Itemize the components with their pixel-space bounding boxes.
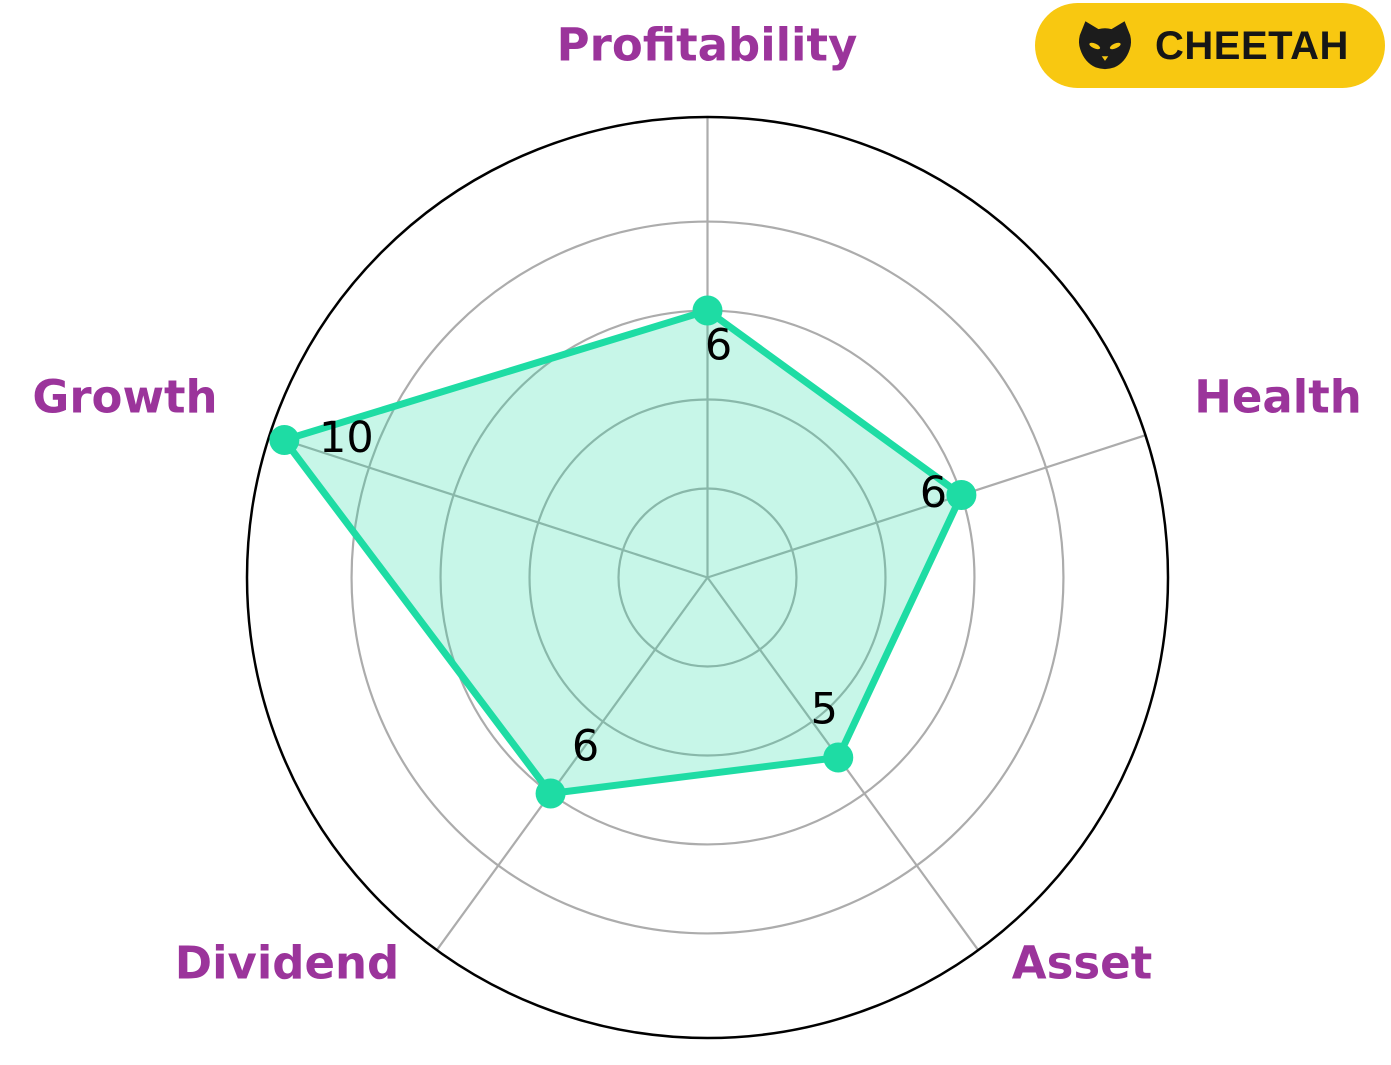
axis-label-growth: Growth [32,371,217,424]
value-label-profitability: 6 [705,321,732,371]
axis-label-dividend: Dividend [175,937,400,990]
value-label-health: 6 [920,468,947,518]
value-label-growth: 10 [319,413,374,463]
value-label-asset: 5 [811,684,838,734]
axis-spoke-growth [269,434,708,579]
data-point-dividend [535,778,566,809]
data-point-health [946,480,977,511]
data-point-asset [823,742,854,773]
axis-spoke-health [707,434,1146,579]
data-point-profitability [692,295,723,326]
value-label-dividend: 6 [572,721,599,771]
badge-label: CHEETAH [1155,23,1349,68]
cat-face-icon [1078,21,1132,70]
axis-label-health: Health [1194,371,1362,424]
outer-ring [245,115,1170,1040]
data-point-growth [269,425,300,456]
data-polygon-cheetah [280,307,965,797]
axis-label-profitability: Profitability [557,19,858,72]
axis-label-asset: Asset [1012,937,1152,990]
axis-spoke-dividend [435,576,709,951]
cheetah-badge: CHEETAH [1035,3,1385,88]
